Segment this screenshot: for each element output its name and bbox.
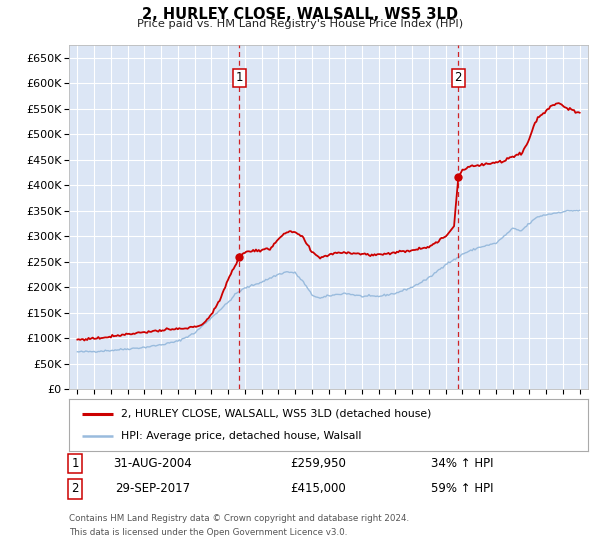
Text: Price paid vs. HM Land Registry's House Price Index (HPI): Price paid vs. HM Land Registry's House … (137, 19, 463, 29)
Text: 2, HURLEY CLOSE, WALSALL, WS5 3LD: 2, HURLEY CLOSE, WALSALL, WS5 3LD (142, 7, 458, 22)
Text: 29-SEP-2017: 29-SEP-2017 (115, 482, 191, 496)
Text: 34% ↑ HPI: 34% ↑ HPI (431, 457, 493, 470)
Text: 1: 1 (71, 457, 79, 470)
Text: This data is licensed under the Open Government Licence v3.0.: This data is licensed under the Open Gov… (69, 528, 347, 536)
Text: HPI: Average price, detached house, Walsall: HPI: Average price, detached house, Wals… (121, 431, 361, 441)
Text: 1: 1 (235, 72, 243, 85)
Text: 2: 2 (71, 482, 79, 496)
Text: Contains HM Land Registry data © Crown copyright and database right 2024.: Contains HM Land Registry data © Crown c… (69, 514, 409, 523)
Text: 59% ↑ HPI: 59% ↑ HPI (431, 482, 493, 496)
Text: 31-AUG-2004: 31-AUG-2004 (113, 457, 193, 470)
Text: 2, HURLEY CLOSE, WALSALL, WS5 3LD (detached house): 2, HURLEY CLOSE, WALSALL, WS5 3LD (detac… (121, 409, 431, 419)
Text: £259,950: £259,950 (290, 457, 346, 470)
Text: £415,000: £415,000 (290, 482, 346, 496)
Text: 2: 2 (455, 72, 462, 85)
